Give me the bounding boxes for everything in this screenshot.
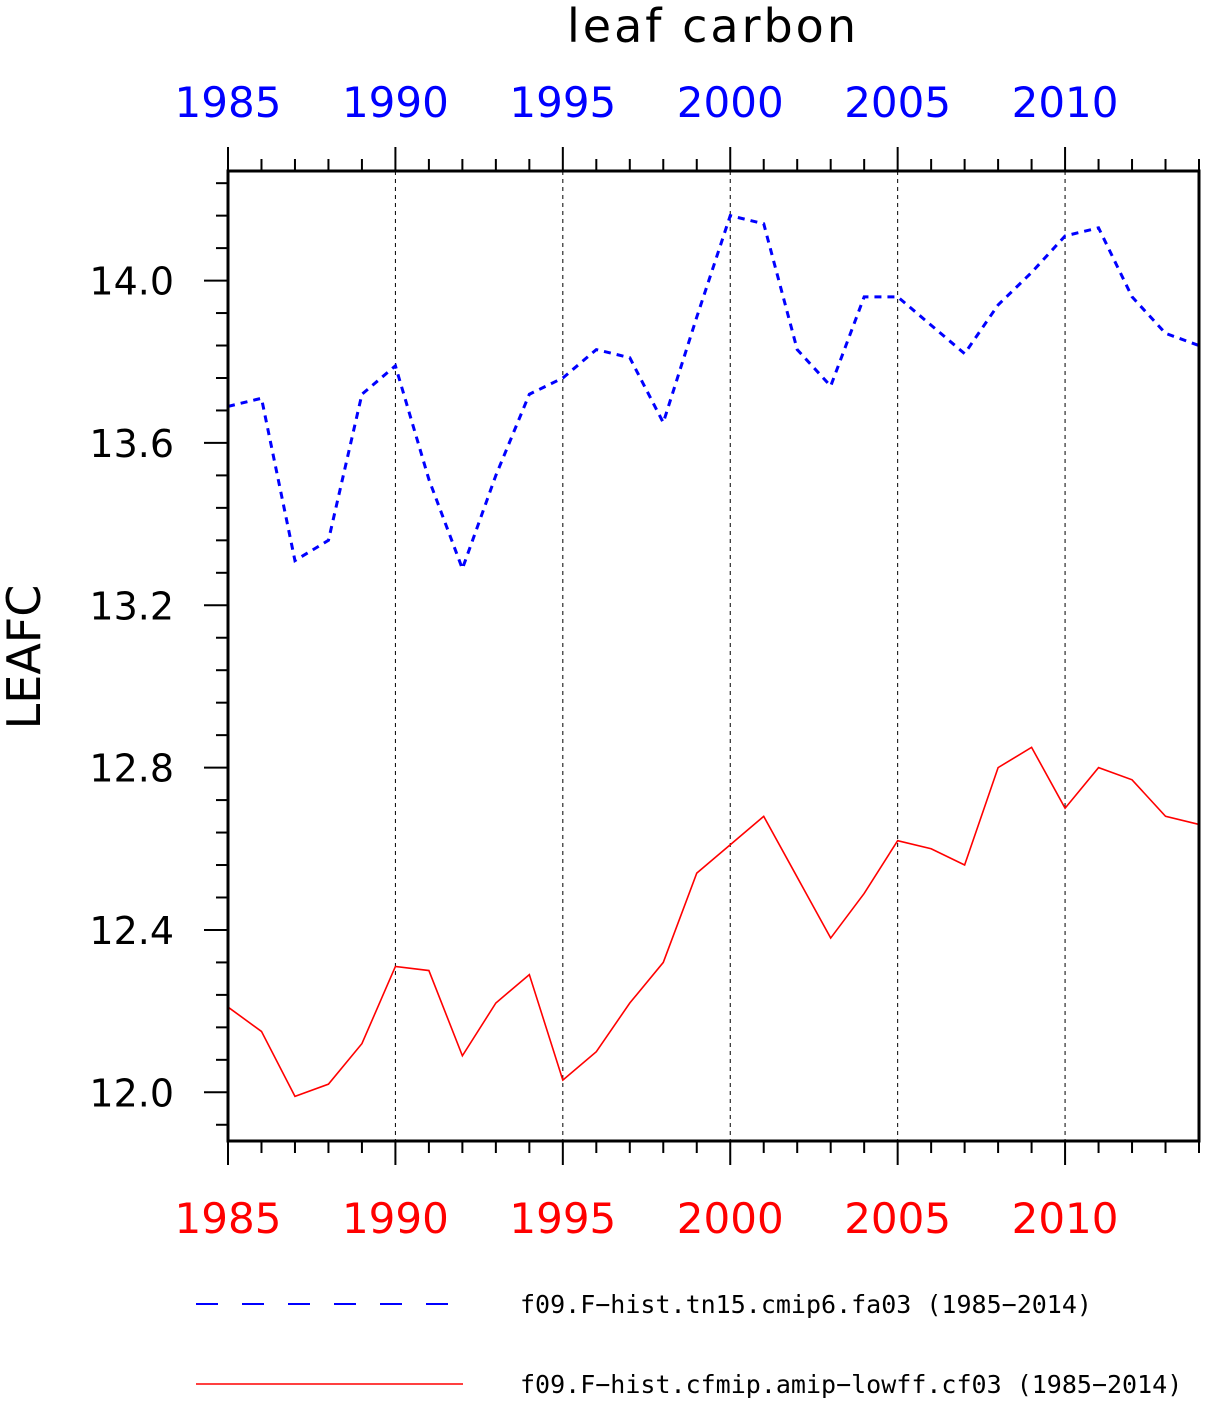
x-tick-label-bottom: 1990 (342, 1194, 449, 1243)
x-tick-label-top: 2000 (677, 78, 784, 127)
y-tick-label: 12.8 (89, 747, 174, 791)
tick-labels: 1985 1985 1990 1990 1995 1995 2000 2000 2005 2005… (89, 78, 1118, 1243)
plot-frame (226, 169, 1201, 1143)
legend-label-1: f09.F−hist.tn15.cmip6.fa03 (1985−2014) (520, 1290, 1092, 1319)
y-tick-label: 14.0 (89, 260, 174, 304)
series-line-2 (227, 746, 1200, 1098)
y-tick-label: 13.2 (89, 584, 174, 628)
y-axis-label: LEAFC (0, 585, 51, 730)
x-tick-label-top: 2010 (1012, 78, 1119, 127)
x-tick-label-bottom: 2010 (1012, 1194, 1119, 1243)
y-tick-label: 12.0 (89, 1071, 174, 1115)
grid-lines (394, 171, 1066, 1141)
legend: f09.F−hist.tn15.cmip6.fa03 (1985−2014) f0… (196, 1290, 1182, 1399)
x-tick-label-bottom: 1985 (175, 1194, 282, 1243)
y-tick-label: 12.4 (89, 909, 174, 953)
legend-label-2: f09.F−hist.cfmip.amip−lowff.cf03 (1985−2… (520, 1370, 1182, 1399)
x-tick-label-bottom: 2005 (844, 1194, 951, 1243)
x-tick-label-bottom: 1995 (509, 1194, 616, 1243)
series-line-1 (227, 213, 1200, 574)
x-tick-label-top: 2005 (844, 78, 951, 127)
x-tick-label-bottom: 2000 (677, 1194, 784, 1243)
axis-ticks (204, 147, 1200, 1165)
x-tick-label-top: 1985 (175, 78, 282, 127)
x-tick-label-top: 1995 (509, 78, 616, 127)
y-tick-label: 13.6 (89, 422, 174, 466)
chart-title: leaf carbon (567, 0, 859, 53)
series-lines (227, 213, 1200, 1098)
x-tick-label-top: 1990 (342, 78, 449, 127)
